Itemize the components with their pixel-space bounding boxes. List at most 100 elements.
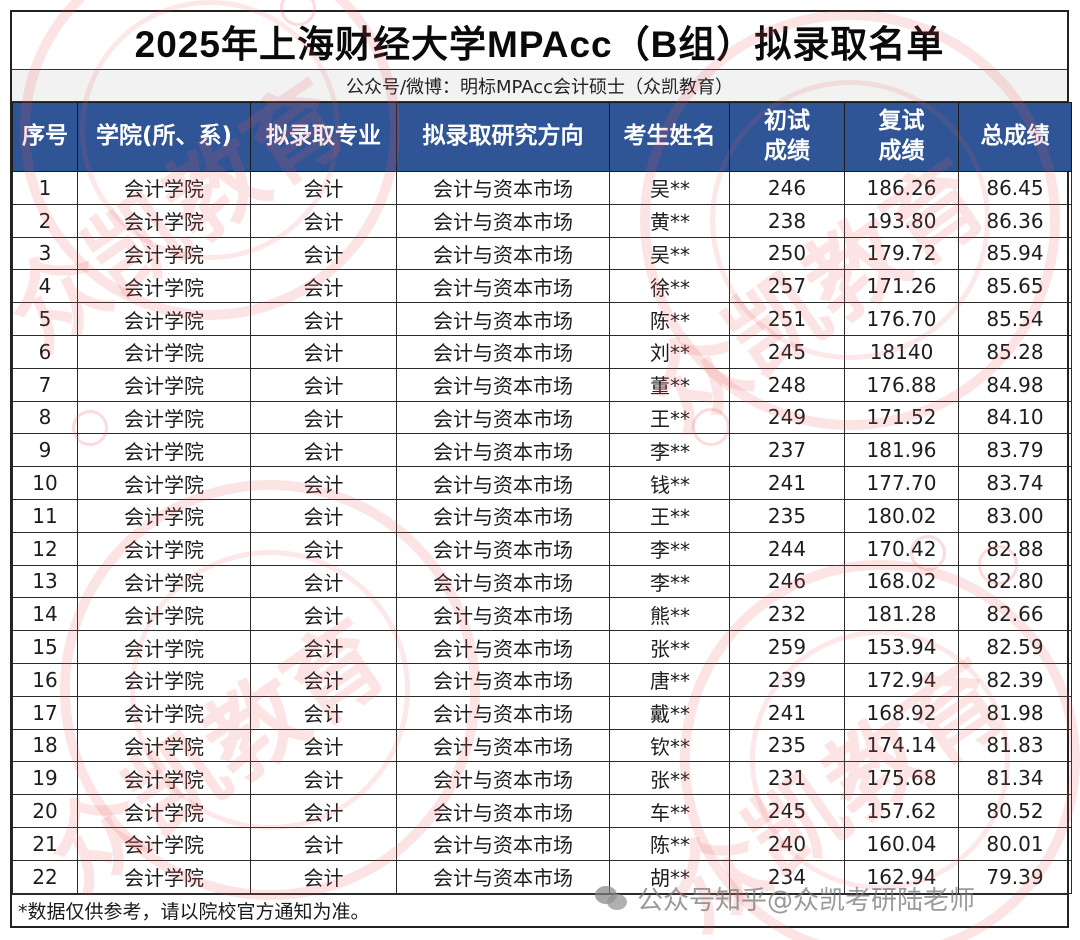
cell-major: 会计 — [250, 826, 397, 861]
cell-major: 会计 — [250, 695, 397, 730]
cell-name: 李** — [609, 433, 730, 468]
cell-seq: 20 — [12, 794, 78, 828]
table-row: 20 会计学院 会计 会计与资本市场 车** 245 157.62 80.52 — [12, 794, 1072, 828]
cell-direction: 会计与资本市场 — [396, 564, 610, 599]
cell-retest: 171.26 — [844, 269, 959, 304]
wechat-icon — [595, 885, 629, 912]
cell-seq: 21 — [12, 826, 78, 861]
cell-initial: 235 — [729, 728, 845, 763]
cell-name: 熊** — [609, 597, 730, 632]
cell-initial: 251 — [729, 302, 845, 336]
cell-direction: 会计与资本市场 — [396, 695, 610, 730]
table-header-row: 序号 学院(所、系) 拟录取专业 拟录取研究方向 考生姓名 初试 成绩 复试 成… — [12, 102, 1072, 172]
cell-total: 86.45 — [958, 171, 1072, 205]
cell-name: 王** — [609, 498, 730, 533]
cell-school: 会计学院 — [77, 662, 251, 697]
cell-total: 82.88 — [958, 531, 1072, 566]
cell-initial: 248 — [729, 367, 845, 402]
cell-name: 陈** — [609, 302, 730, 336]
table-row: 7 会计学院 会计 会计与资本市场 董** 248 176.88 84.98 — [12, 367, 1072, 402]
col-header-school: 学院(所、系) — [77, 102, 251, 172]
table-row: 4 会计学院 会计 会计与资本市场 徐** 257 171.26 85.65 — [12, 269, 1072, 304]
cell-school: 会计学院 — [77, 597, 251, 632]
cell-name: 张** — [609, 630, 730, 664]
cell-major: 会计 — [250, 728, 397, 763]
cell-initial: 231 — [729, 761, 845, 796]
cell-total: 79.39 — [958, 859, 1072, 894]
admission-list-sheet: 2025年上海财经大学MPAcc（B组）拟录取名单 公众号/微博：明标MPAcc… — [10, 10, 1072, 928]
subtitle-row: 公众号/微博：明标MPAcc会计硕士（众凯教育） — [12, 70, 1067, 102]
footer-note: *数据仅供参考，请以院校官方通知为准。 — [18, 900, 370, 923]
table-row: 18 会计学院 会计 会计与资本市场 钦** 235 174.14 81.83 — [12, 728, 1072, 763]
cell-total: 82.39 — [958, 662, 1072, 697]
cell-retest: 179.72 — [844, 236, 959, 271]
cell-total: 85.28 — [958, 334, 1072, 369]
cell-retest: 171.52 — [844, 400, 959, 435]
cell-school: 会计学院 — [77, 171, 251, 205]
cell-name: 董** — [609, 367, 730, 402]
col-header-total: 总成绩 — [958, 102, 1072, 172]
cell-direction: 会计与资本市场 — [396, 269, 610, 304]
cell-total: 83.79 — [958, 433, 1072, 468]
source-tag: 公众号知乎@众凯考研陆老师 — [595, 880, 975, 917]
cell-major: 会计 — [250, 171, 397, 205]
table-row: 12 会计学院 会计 会计与资本市场 李** 244 170.42 82.88 — [12, 531, 1072, 566]
cell-retest: 176.88 — [844, 367, 959, 402]
table-row: 19 会计学院 会计 会计与资本市场 张** 231 175.68 81.34 — [12, 761, 1072, 796]
table-row: 1 会计学院 会计 会计与资本市场 吴** 246 186.26 86.45 — [12, 171, 1072, 205]
col-header-initial-line2: 成绩 — [764, 138, 810, 164]
cell-direction: 会计与资本市场 — [396, 334, 610, 369]
cell-seq: 7 — [12, 367, 78, 402]
table-row: 8 会计学院 会计 会计与资本市场 王** 249 171.52 84.10 — [12, 400, 1072, 435]
cell-total: 80.52 — [958, 794, 1072, 828]
cell-major: 会计 — [250, 597, 397, 632]
table-row: 2 会计学院 会计 会计与资本市场 黄** 238 193.80 86.36 — [12, 203, 1072, 238]
table-row: 6 会计学院 会计 会计与资本市场 刘** 245 18140 85.28 — [12, 334, 1072, 369]
cell-retest: 168.02 — [844, 564, 959, 599]
cell-seq: 22 — [12, 859, 78, 894]
cell-retest: 177.70 — [844, 466, 959, 500]
cell-direction: 会计与资本市场 — [396, 400, 610, 435]
table-row: 5 会计学院 会计 会计与资本市场 陈** 251 176.70 85.54 — [12, 302, 1072, 336]
cell-retest: 157.62 — [844, 794, 959, 828]
cell-major: 会计 — [250, 564, 397, 599]
cell-school: 会计学院 — [77, 630, 251, 664]
cell-initial: 245 — [729, 334, 845, 369]
cell-direction: 会计与资本市场 — [396, 761, 610, 796]
cell-direction: 会计与资本市场 — [396, 171, 610, 205]
cell-retest: 172.94 — [844, 662, 959, 697]
cell-seq: 18 — [12, 728, 78, 763]
cell-school: 会计学院 — [77, 826, 251, 861]
cell-total: 82.80 — [958, 564, 1072, 599]
cell-seq: 3 — [12, 236, 78, 271]
cell-school: 会计学院 — [77, 203, 251, 238]
cell-name: 吴** — [609, 171, 730, 205]
cell-total: 85.94 — [958, 236, 1072, 271]
cell-name: 钱** — [609, 466, 730, 500]
col-header-major: 拟录取专业 — [250, 102, 397, 172]
cell-seq: 17 — [12, 695, 78, 730]
cell-seq: 8 — [12, 400, 78, 435]
page-title: 2025年上海财经大学MPAcc（B组）拟录取名单 — [134, 23, 945, 65]
cell-retest: 181.96 — [844, 433, 959, 468]
cell-direction: 会计与资本市场 — [396, 433, 610, 468]
col-header-initial-line1: 初试 — [764, 108, 810, 135]
cell-initial: 246 — [729, 171, 845, 205]
cell-retest: 180.02 — [844, 498, 959, 533]
cell-major: 会计 — [250, 236, 397, 271]
cell-school: 会计学院 — [77, 695, 251, 730]
cell-name: 王** — [609, 400, 730, 435]
cell-school: 会计学院 — [77, 302, 251, 336]
cell-name: 戴** — [609, 695, 730, 730]
cell-total: 85.65 — [958, 269, 1072, 304]
admission-table: 序号 学院(所、系) 拟录取专业 拟录取研究方向 考生姓名 初试 成绩 复试 成… — [12, 102, 1072, 894]
cell-retest: 162.94 — [844, 859, 959, 894]
cell-seq: 10 — [12, 466, 78, 500]
cell-initial: 237 — [729, 433, 845, 468]
cell-direction: 会计与资本市场 — [396, 630, 610, 664]
cell-total: 81.34 — [958, 761, 1072, 796]
cell-school: 会计学院 — [77, 728, 251, 763]
cell-major: 会计 — [250, 498, 397, 533]
cell-major: 会计 — [250, 466, 397, 500]
cell-major: 会计 — [250, 367, 397, 402]
